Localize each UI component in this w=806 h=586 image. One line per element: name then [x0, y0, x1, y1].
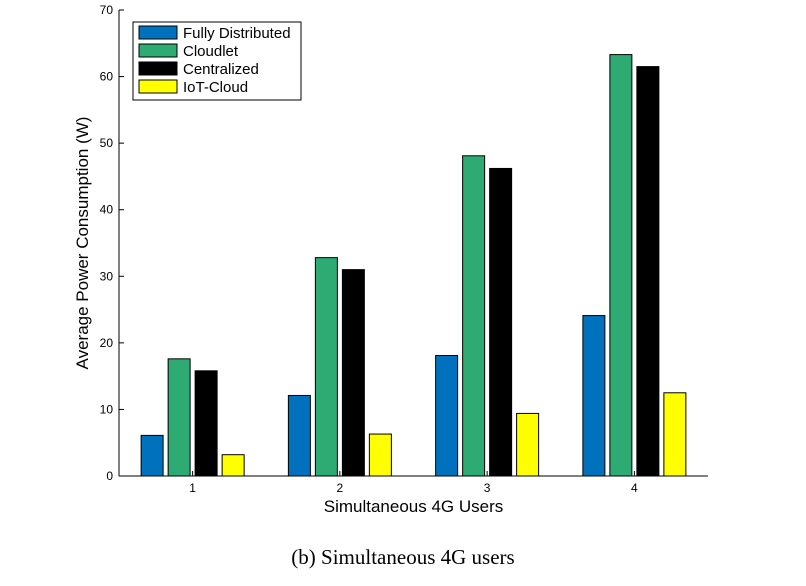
y-tick-label: 50	[100, 136, 114, 150]
bar-iot-cloud	[516, 412, 540, 477]
x-tick-label: 1	[189, 481, 196, 495]
y-tick-label: 30	[100, 269, 114, 283]
y-tick-label: 0	[106, 469, 113, 483]
y-tick-label: 60	[100, 70, 114, 84]
bar-centralized	[194, 370, 218, 477]
legend-swatch	[138, 61, 178, 76]
legend-label: Cloudlet	[183, 43, 239, 60]
bar-fully-distributed	[287, 394, 311, 477]
legend-label: IoT-Cloud	[183, 79, 248, 96]
x-tick-label: 3	[484, 481, 491, 495]
y-tick-label: 10	[100, 402, 114, 416]
legend-swatch	[138, 79, 178, 94]
bar-cloudlet	[609, 54, 633, 477]
legend-label: Centralized	[183, 61, 259, 78]
y-tick-label: 70	[100, 3, 114, 17]
y-axis-ticks: 0 10 20 30 40 50 60 70	[100, 3, 124, 483]
bar-centralized	[636, 66, 660, 477]
y-tick-label: 40	[100, 203, 114, 217]
figure-caption: (b) Simultaneous 4G users	[291, 545, 515, 569]
x-axis-ticks: 1 2 3 4	[189, 471, 638, 495]
bar-iot-cloud	[368, 433, 392, 477]
bar-cloudlet	[167, 358, 191, 477]
x-tick-label: 2	[337, 481, 344, 495]
bar-iot-cloud	[221, 454, 245, 477]
x-tick-label: 4	[631, 481, 638, 495]
y-tick-label: 20	[100, 336, 114, 350]
bar-cloudlet	[314, 257, 338, 477]
legend-swatch	[138, 25, 178, 40]
bar-centralized	[489, 167, 513, 477]
legend-swatch	[138, 43, 178, 58]
bar-iot-cloud	[663, 392, 687, 477]
bar-centralized	[341, 269, 365, 477]
bar-chart: 0 10 20 30 40 50 60 70 1 2 3 4 Simultaneous 4G Use…	[73, 3, 708, 516]
legend: Fully DistributedCloudletCentralizedIoT-…	[132, 21, 302, 101]
y-axis-label: Average Power Consumption (W)	[73, 117, 92, 370]
bar-fully-distributed	[435, 355, 459, 477]
bars	[140, 54, 687, 477]
bar-fully-distributed	[582, 315, 606, 477]
bar-fully-distributed	[140, 434, 164, 477]
bar-cloudlet	[462, 155, 486, 477]
legend-label: Fully Distributed	[183, 25, 291, 42]
x-axis-label: Simultaneous 4G Users	[324, 497, 504, 516]
